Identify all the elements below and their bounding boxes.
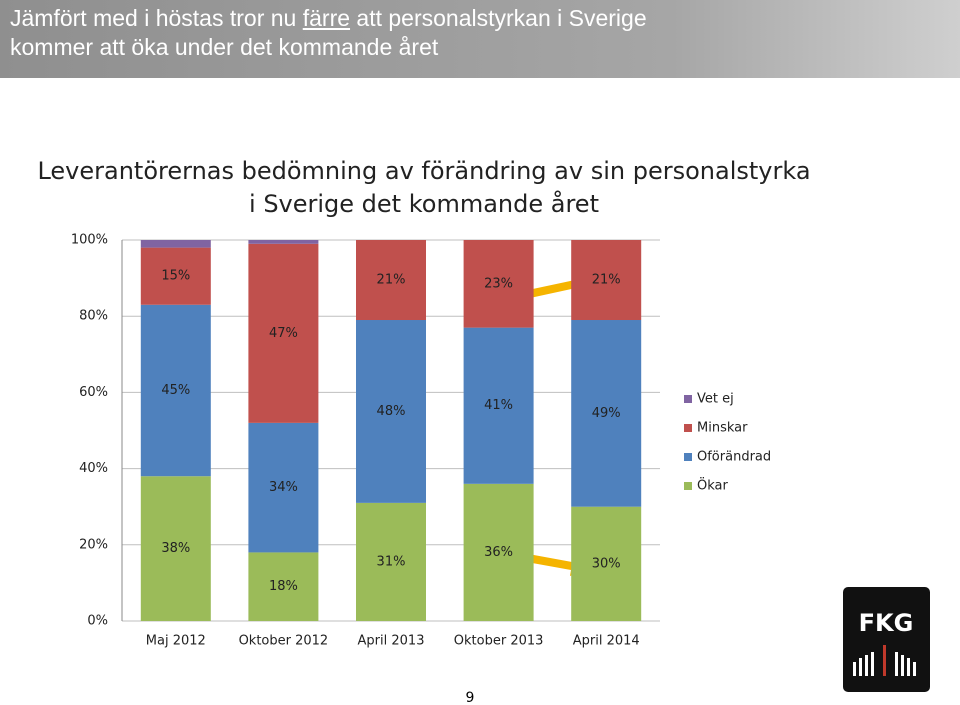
bar-segment <box>140 304 211 477</box>
slide-title: Jämfört med i höstas tror nu färre att p… <box>10 4 710 62</box>
bar-segment <box>356 502 426 621</box>
y-tick-label: 80% <box>79 309 108 324</box>
data-label: 31% <box>377 554 406 569</box>
data-label: 15% <box>161 269 190 284</box>
y-tick-label: 100% <box>71 233 108 248</box>
bar-segment <box>356 240 426 321</box>
bar-segment <box>248 422 319 553</box>
legend-label: Ökar <box>697 477 728 494</box>
x-tick-label: April 2014 <box>573 634 640 649</box>
data-label: 36% <box>484 545 513 560</box>
bar-segment <box>571 240 642 321</box>
legend-label: Minskar <box>697 421 748 436</box>
legend-label: Oförändrad <box>697 450 771 465</box>
data-label: 45% <box>161 383 190 398</box>
logo <box>843 587 930 692</box>
y-tick-label: 60% <box>79 385 108 400</box>
x-tick-label: Maj 2012 <box>146 634 206 649</box>
legend-swatch <box>684 395 692 403</box>
data-label: 49% <box>592 406 621 421</box>
data-label: 21% <box>377 273 406 288</box>
data-label: 41% <box>484 398 513 413</box>
data-label: 47% <box>269 326 298 341</box>
y-tick-label: 20% <box>79 537 108 552</box>
page-number: 9 <box>466 690 475 705</box>
x-tick-label: Oktober 2012 <box>239 634 329 649</box>
data-label: 38% <box>161 541 190 556</box>
legend-swatch <box>684 482 692 490</box>
bar-segment <box>248 243 319 423</box>
title-part: Jämfört med i höstas tror nu <box>10 5 303 31</box>
y-tick-label: 40% <box>79 461 108 476</box>
legend-swatch <box>684 453 692 461</box>
data-label: 48% <box>377 404 406 419</box>
bar-segment <box>140 240 211 248</box>
bar-segment <box>463 483 534 621</box>
data-label: 21% <box>592 273 621 288</box>
bar-segment <box>463 240 534 328</box>
bar-segment <box>140 247 211 305</box>
x-tick-label: Oktober 2013 <box>454 634 544 649</box>
data-label: 34% <box>269 480 298 495</box>
bar-segment <box>248 240 319 244</box>
bar-segment <box>356 320 426 503</box>
chart-title: Leverantörernas bedömning av förändring … <box>37 157 810 218</box>
bar-segment <box>463 327 534 484</box>
bar-segment <box>140 476 211 621</box>
bar-segment <box>571 506 642 621</box>
header-bar: Jämfört med i höstas tror nu färre att p… <box>0 0 960 78</box>
data-label: 23% <box>484 276 513 291</box>
y-tick-label: 0% <box>87 614 108 629</box>
data-label: 30% <box>592 556 621 571</box>
bar-segment <box>248 552 319 621</box>
legend-label: Vet ej <box>697 392 734 407</box>
legend-swatch <box>684 424 692 432</box>
arrow <box>528 273 590 298</box>
x-tick-label: April 2013 <box>358 634 425 649</box>
logo-text: FKG <box>859 609 914 637</box>
data-label: 18% <box>269 579 298 594</box>
bar-segment <box>571 320 642 507</box>
title-part: att personalstyrkan i Sverige kommer att… <box>10 5 647 60</box>
logo-icon <box>853 645 916 676</box>
title-emphasis: färre <box>302 5 351 31</box>
